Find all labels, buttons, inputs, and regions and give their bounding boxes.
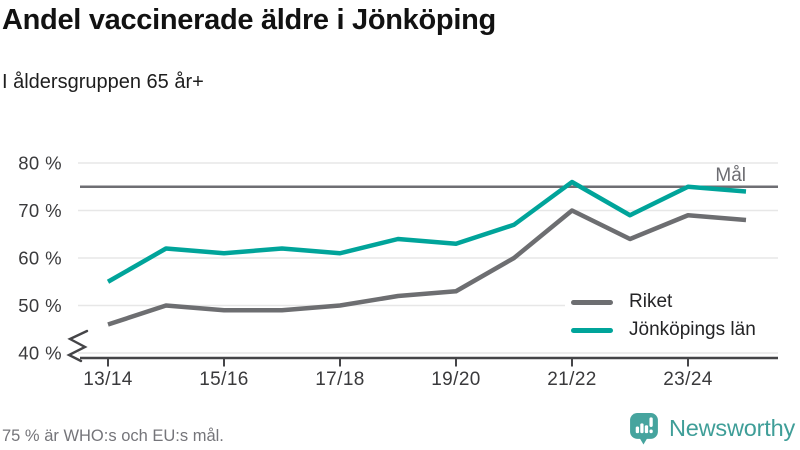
- svg-text:19/20: 19/20: [431, 369, 481, 390]
- jonkopings-lan-line-swatch: [571, 327, 613, 333]
- legend-label-jonkopings-lan: Jönköpings län: [629, 319, 756, 340]
- svg-text:50 %: 50 %: [18, 295, 62, 316]
- x-ticks: [107, 359, 689, 367]
- newsworthy-logo: Newsworthy: [629, 412, 795, 445]
- newsworthy-speech-bubble-chart-icon: [630, 413, 658, 445]
- svg-text:70 %: 70 %: [18, 200, 62, 221]
- legend-label-riket: Riket: [629, 291, 673, 312]
- x-axis-labels: 13/14 15/16 17/18 19/20 21/22 23/24: [83, 369, 713, 390]
- y-axis-labels: 80 % 70 % 60 % 50 % 40 %: [18, 153, 62, 364]
- legend-item-riket: Riket: [571, 288, 777, 316]
- page-subtitle: I åldersgruppen 65 år+: [2, 71, 204, 93]
- svg-text:60 %: 60 %: [18, 248, 62, 269]
- goal-label: Mål: [715, 165, 746, 186]
- svg-text:15/16: 15/16: [199, 369, 249, 390]
- newsworthy-wordmark: Newsworthy: [669, 415, 795, 441]
- chart-legend: Riket Jönköpings län: [565, 286, 781, 346]
- series-line-0: [107, 208, 747, 327]
- chart-footnote: 75 % är WHO:s och EU:s mål.: [2, 427, 224, 445]
- svg-text:80 %: 80 %: [18, 153, 62, 174]
- svg-text:17/18: 17/18: [315, 369, 365, 390]
- svg-text:21/22: 21/22: [547, 369, 597, 390]
- svg-text:40 %: 40 %: [18, 343, 62, 364]
- riket-line-swatch: [571, 299, 613, 305]
- legend-item-jonkopings-lan: Jönköpings län: [571, 316, 777, 344]
- svg-text:13/14: 13/14: [83, 369, 133, 390]
- page-title: Andel vaccinerade äldre i Jönköping: [2, 4, 496, 36]
- axis-break-icon: [66, 329, 89, 363]
- series-line-1: [106, 179, 747, 284]
- svg-text:23/24: 23/24: [663, 369, 713, 390]
